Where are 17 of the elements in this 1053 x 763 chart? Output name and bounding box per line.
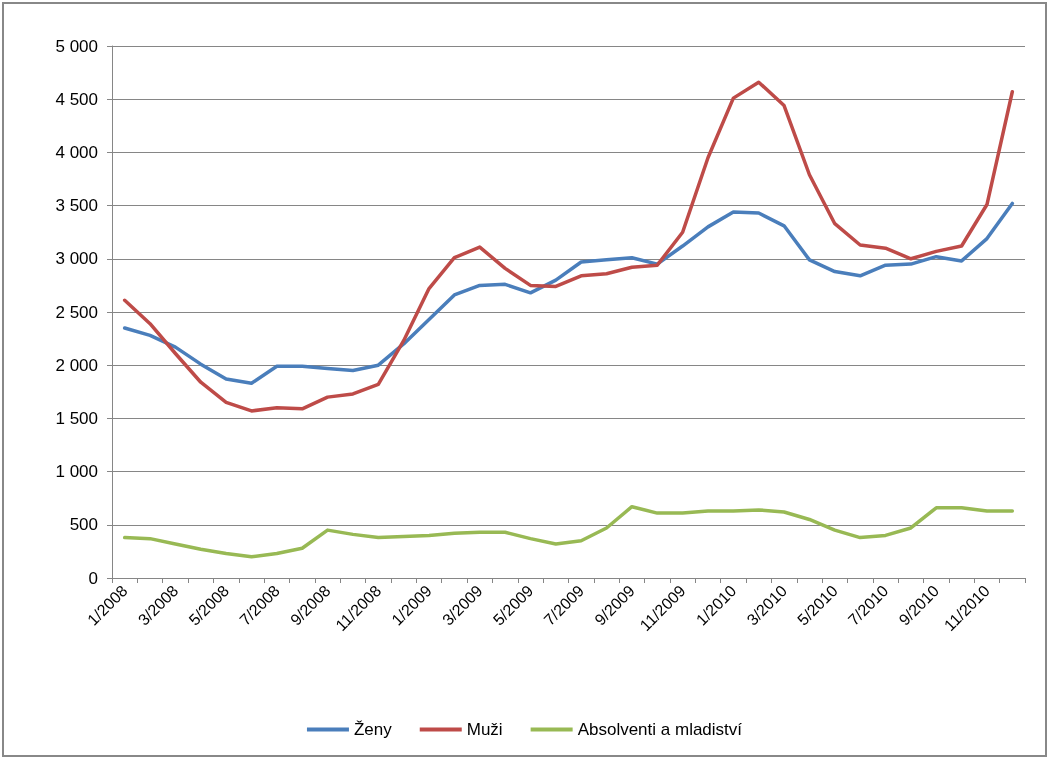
line-series <box>122 201 1015 386</box>
line-series <box>122 504 1015 559</box>
y-tick-label: 1 500 <box>55 408 98 428</box>
y-tick-label: 500 <box>69 515 98 535</box>
y-tick-label: 4 500 <box>55 89 98 109</box>
y-tick-label: 3 000 <box>55 249 98 269</box>
y-tick-label: 5 000 <box>55 36 98 56</box>
line-series <box>122 80 1015 413</box>
legend-label: Muži <box>466 720 503 739</box>
y-tick-label: 2 000 <box>55 355 98 375</box>
legend-label: Absolventi a mladiství <box>577 720 743 739</box>
y-tick-label: 3 500 <box>55 196 98 216</box>
y-tick-label: 1 000 <box>55 462 98 482</box>
y-tick-label: 2 500 <box>55 302 98 322</box>
y-tick-label: 0 <box>88 568 98 588</box>
legend-label: Ženy <box>353 720 393 739</box>
y-tick-label: 4 000 <box>55 142 98 162</box>
